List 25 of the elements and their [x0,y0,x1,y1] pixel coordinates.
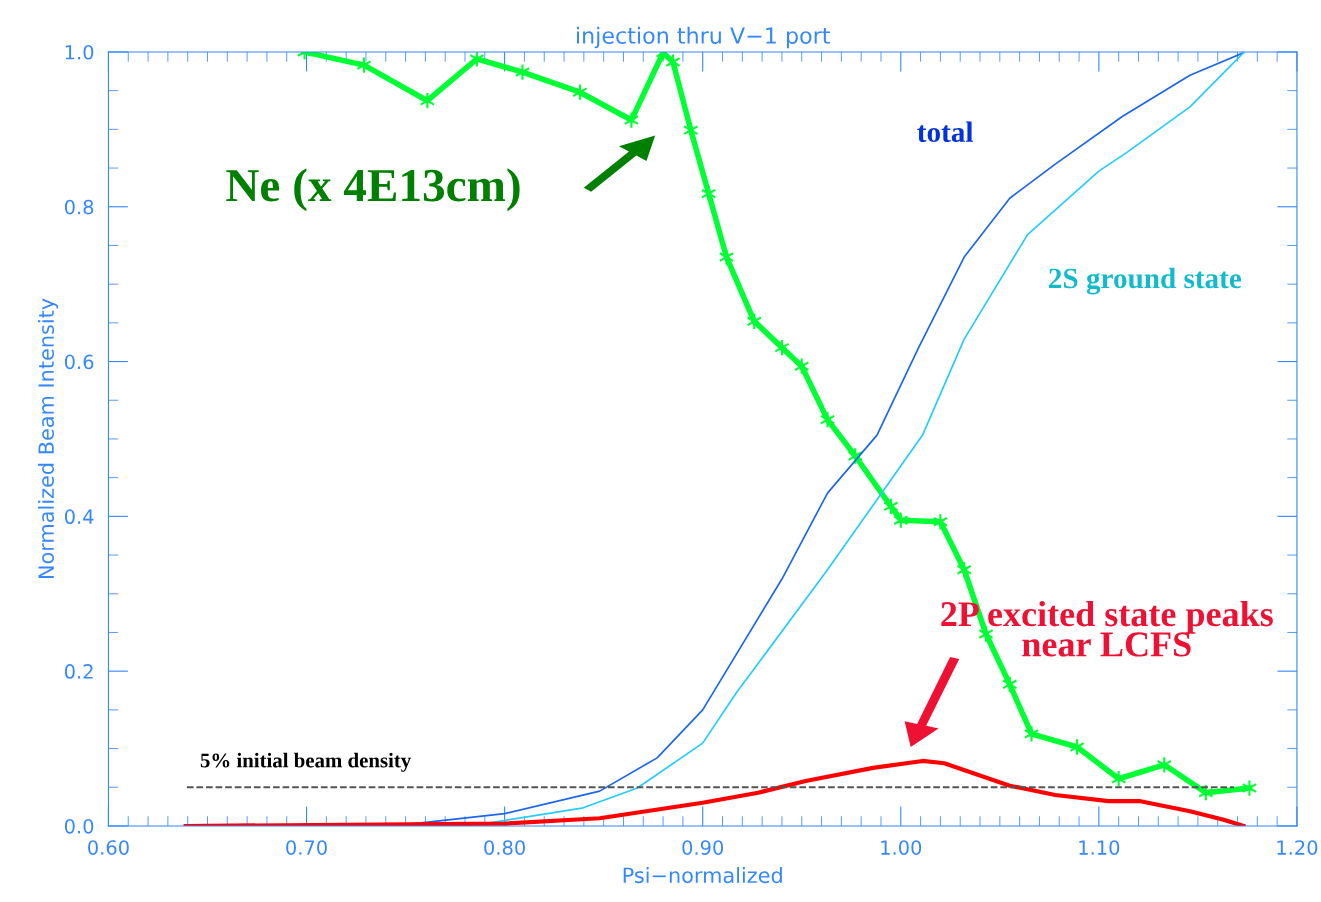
x-tick-label: 1.00 [881,840,922,855]
point [356,56,372,74]
annotation: Ne (x 4E13cm) [226,168,520,212]
point [469,51,485,68]
x-tick-label: 0.70 [286,840,327,855]
y-axis-title: Normalized Beam Intensity [37,298,59,579]
point [1023,725,1040,743]
y-tick-label: 1.0 [65,44,94,60]
y-tick-label: 0.0 [64,818,94,834]
chart-title: injection thru V−1 port [577,26,830,49]
point [718,248,735,266]
y-tick-label: 0.2 [64,664,93,679]
ref-line-label: 5% initial beam density [200,752,412,772]
x-axis-title: Psi−normalized [623,867,782,884]
annotation: 2S ground state [1049,267,1242,295]
x-tick-label: 0.90 [682,840,724,855]
annotation: total [917,121,974,143]
y-tick-label: 0.6 [64,354,94,370]
x-tick-label: 0.60 [88,840,129,855]
x-tick-label: 1.10 [1079,840,1120,855]
y-tick-label: 0.4 [64,509,94,525]
x-tick-label: 1.20 [1277,840,1318,855]
point [819,410,836,429]
x-tick-label: 0.80 [484,840,525,855]
y-tick-label: 0.8 [64,199,94,215]
